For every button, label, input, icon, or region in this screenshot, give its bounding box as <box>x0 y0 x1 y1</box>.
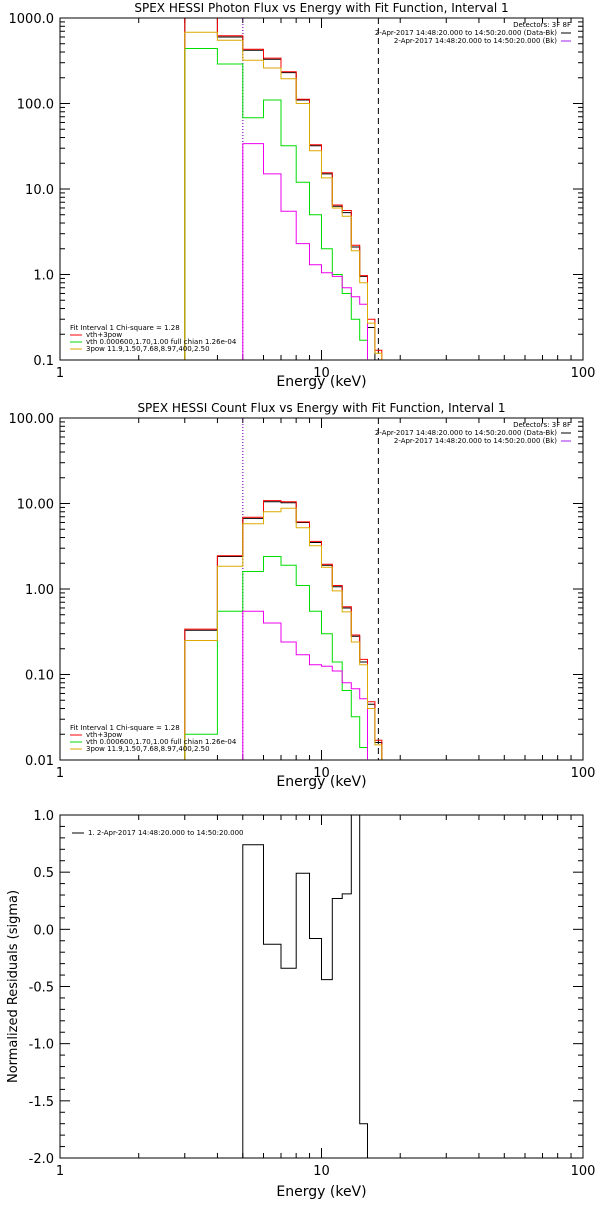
y-tick-label: -2.0 <box>29 1152 54 1167</box>
fit-legend-label: vth 0.000600,1.70,1.00 full chian 1.26e-… <box>86 738 237 746</box>
series-line-5 <box>184 31 389 360</box>
x-tick-label: 100 <box>571 1164 596 1179</box>
series-line-1 <box>184 18 389 360</box>
fit-legend-label: 3pow 11.9,1.50,7.68,8.97,400,2.50 <box>86 345 210 353</box>
x-tick-label: 10 <box>313 766 330 781</box>
series-line-1 <box>242 815 379 1158</box>
y-tick-label: 10.00 <box>17 498 54 513</box>
legend-header: Detectors: 3F 8F <box>513 421 571 429</box>
legend-entry-label: 2-Apr-2017 14:48:20.000 to 14:50:20.000 … <box>375 429 557 437</box>
legend-entry-label: 2-Apr-2017 14:48:20.000 to 14:50:20.000 … <box>375 29 557 37</box>
legend-entry-label: 2-Apr-2017 14:48:20.000 to 14:50:20.000 … <box>394 37 557 45</box>
y-tick-label: 10.0 <box>25 183 54 198</box>
x-tick-label: 1 <box>56 1164 64 1179</box>
fit-legend-label: vth+3pow <box>86 331 122 339</box>
chart-panel-1: SPEX HESSI Photon Flux vs Energy with Fi… <box>9 1 596 390</box>
y-tick-label: -1.0 <box>29 1038 54 1053</box>
fit-legend-label: vth 0.000600,1.70,1.00 full chian 1.26e-… <box>86 338 237 346</box>
y-tick-label: 0.10 <box>25 669 54 684</box>
chart-title: SPEX HESSI Count Flux vs Energy with Fit… <box>137 401 505 415</box>
series-line-1 <box>184 501 389 760</box>
y-tick-label: -0.5 <box>29 981 54 996</box>
plot-frame <box>59 17 584 361</box>
legend-entry-label: 2-Apr-2017 14:48:20.000 to 14:50:20.000 … <box>394 437 557 445</box>
legend-entry-label: 1. 2-Apr-2017 14:48:20.000 to 14:50:20.0… <box>88 829 243 837</box>
x-tick-label: 1 <box>56 766 64 781</box>
y-tick-label: 1.0 <box>33 269 54 284</box>
plot-frame <box>59 814 584 1159</box>
y-tick-label: 0.1 <box>33 354 54 369</box>
y-tick-label: 0.01 <box>25 754 54 769</box>
y-tick-label: 0.5 <box>33 866 54 881</box>
y-tick-label: 1.0 <box>33 809 54 824</box>
fit-legend-header: Fit Interval 1 Chi-square = 1.28 <box>70 724 180 732</box>
x-tick-label: 10 <box>313 1164 330 1179</box>
x-axis-label: Energy (keV) <box>276 1184 366 1200</box>
plot-frame <box>59 417 584 761</box>
x-axis-label: Energy (keV) <box>276 774 366 790</box>
legend-header: Detectors: 3F 8F <box>513 21 571 29</box>
x-tick-label: 1 <box>56 366 64 381</box>
series-line-4 <box>184 143 389 360</box>
x-tick-label: 100 <box>571 366 596 381</box>
y-tick-label: 1.00 <box>25 583 54 598</box>
x-tick-label: 10 <box>313 366 330 381</box>
series-line-5 <box>184 507 389 760</box>
x-axis-label: Energy (keV) <box>276 374 366 390</box>
series-line-4 <box>184 610 389 760</box>
y-tick-label: 100.0 <box>17 98 54 113</box>
y-tick-label: 0.0 <box>33 923 54 938</box>
series-line-3 <box>184 48 389 360</box>
y-tick-label: -1.5 <box>29 1095 54 1110</box>
fit-legend-label: 3pow 11.9,1.50,7.68,8.97,400,2.50 <box>86 745 210 753</box>
chart-panel-3: 1 10 100 -2.0 -1.5 -1.0 -0.5 0.0 0.5 1.0 Energy (k… <box>6 809 596 1200</box>
x-tick-label: 100 <box>571 766 596 781</box>
fit-legend-label: vth+3pow <box>86 731 122 739</box>
y-axis-label: Normalized Residuals (sigma) <box>6 890 21 1083</box>
fit-legend-header: Fit Interval 1 Chi-square = 1.28 <box>70 324 180 332</box>
chart-title: SPEX HESSI Photon Flux vs Energy with Fi… <box>134 1 508 15</box>
y-tick-label: 100.00 <box>9 412 55 427</box>
chart-panel-2: SPEX HESSI Count Flux vs Energy with Fit… <box>9 401 596 790</box>
series-line-2 <box>184 18 389 360</box>
y-tick-label: 1000.0 <box>9 12 55 27</box>
series-line-3 <box>184 556 389 760</box>
